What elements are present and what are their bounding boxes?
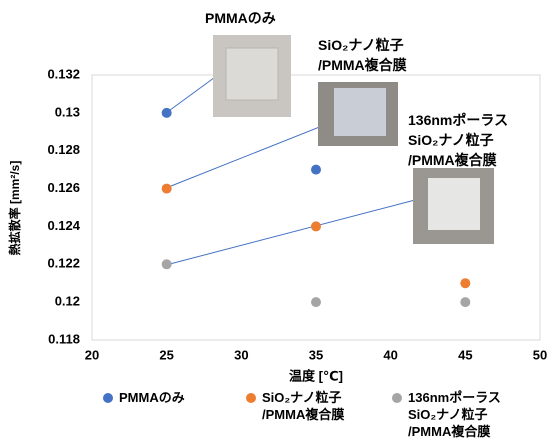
y-tick-label: 0.128 [47, 142, 80, 157]
x-tick-label: 35 [309, 347, 323, 362]
y-tick-label: 0.124 [47, 218, 80, 233]
legend-swatch [103, 393, 113, 403]
sample-photo [428, 178, 480, 230]
chart: 熱拡散率 [mm²/s] 温度 [℃] 0.118 0.12 0.122 0.124 0… [0, 0, 550, 441]
y-axis-title: 熱拡散率 [mm²/s] [7, 161, 22, 256]
x-tick-label: 45 [458, 347, 472, 362]
legend-label: SiO₂ナノ粒子 /PMMA複合膜 [262, 389, 344, 423]
point [162, 184, 172, 194]
annotation: SiO₂ナノ粒子 /PMMA複合膜 [318, 35, 407, 75]
point [162, 259, 172, 269]
point [460, 278, 470, 288]
x-axis-title: 温度 [℃] [289, 368, 343, 383]
point [311, 165, 321, 175]
point [460, 297, 470, 307]
y-tick-label: 0.13 [55, 104, 80, 119]
y-tick-label: 0.122 [47, 256, 80, 271]
x-tick-label: 40 [383, 347, 397, 362]
annotation: 136nmポーラス SiO₂ナノ粒子 /PMMA複合膜 [408, 110, 508, 170]
point [162, 108, 172, 118]
y-tick-label: 0.12 [55, 294, 80, 309]
y-tick-label: 0.118 [48, 331, 80, 346]
legend-label: 136nmポーラス SiO₂ナノ粒子 /PMMA複合膜 [408, 389, 501, 440]
legend-swatch [392, 393, 402, 403]
legend-swatch [246, 393, 256, 403]
legend-label: PMMAのみ [119, 389, 185, 406]
sample-photo [334, 88, 386, 136]
x-tick-label: 50 [533, 347, 547, 362]
point [311, 297, 321, 307]
sample-photo [226, 48, 278, 100]
y-tick-label: 0.126 [47, 180, 80, 195]
x-tick-label: 25 [159, 347, 173, 362]
x-tick-label: 30 [234, 347, 248, 362]
y-tick-label: 0.132 [47, 66, 80, 81]
connector [166, 126, 322, 188]
plot: 熱拡散率 [mm²/s] 温度 [℃] 0.118 0.12 0.122 0.124 0… [0, 0, 550, 441]
annotation: PMMAのみ [205, 8, 276, 28]
point [311, 221, 321, 231]
connector [166, 200, 415, 265]
x-tick-label: 20 [85, 347, 99, 362]
